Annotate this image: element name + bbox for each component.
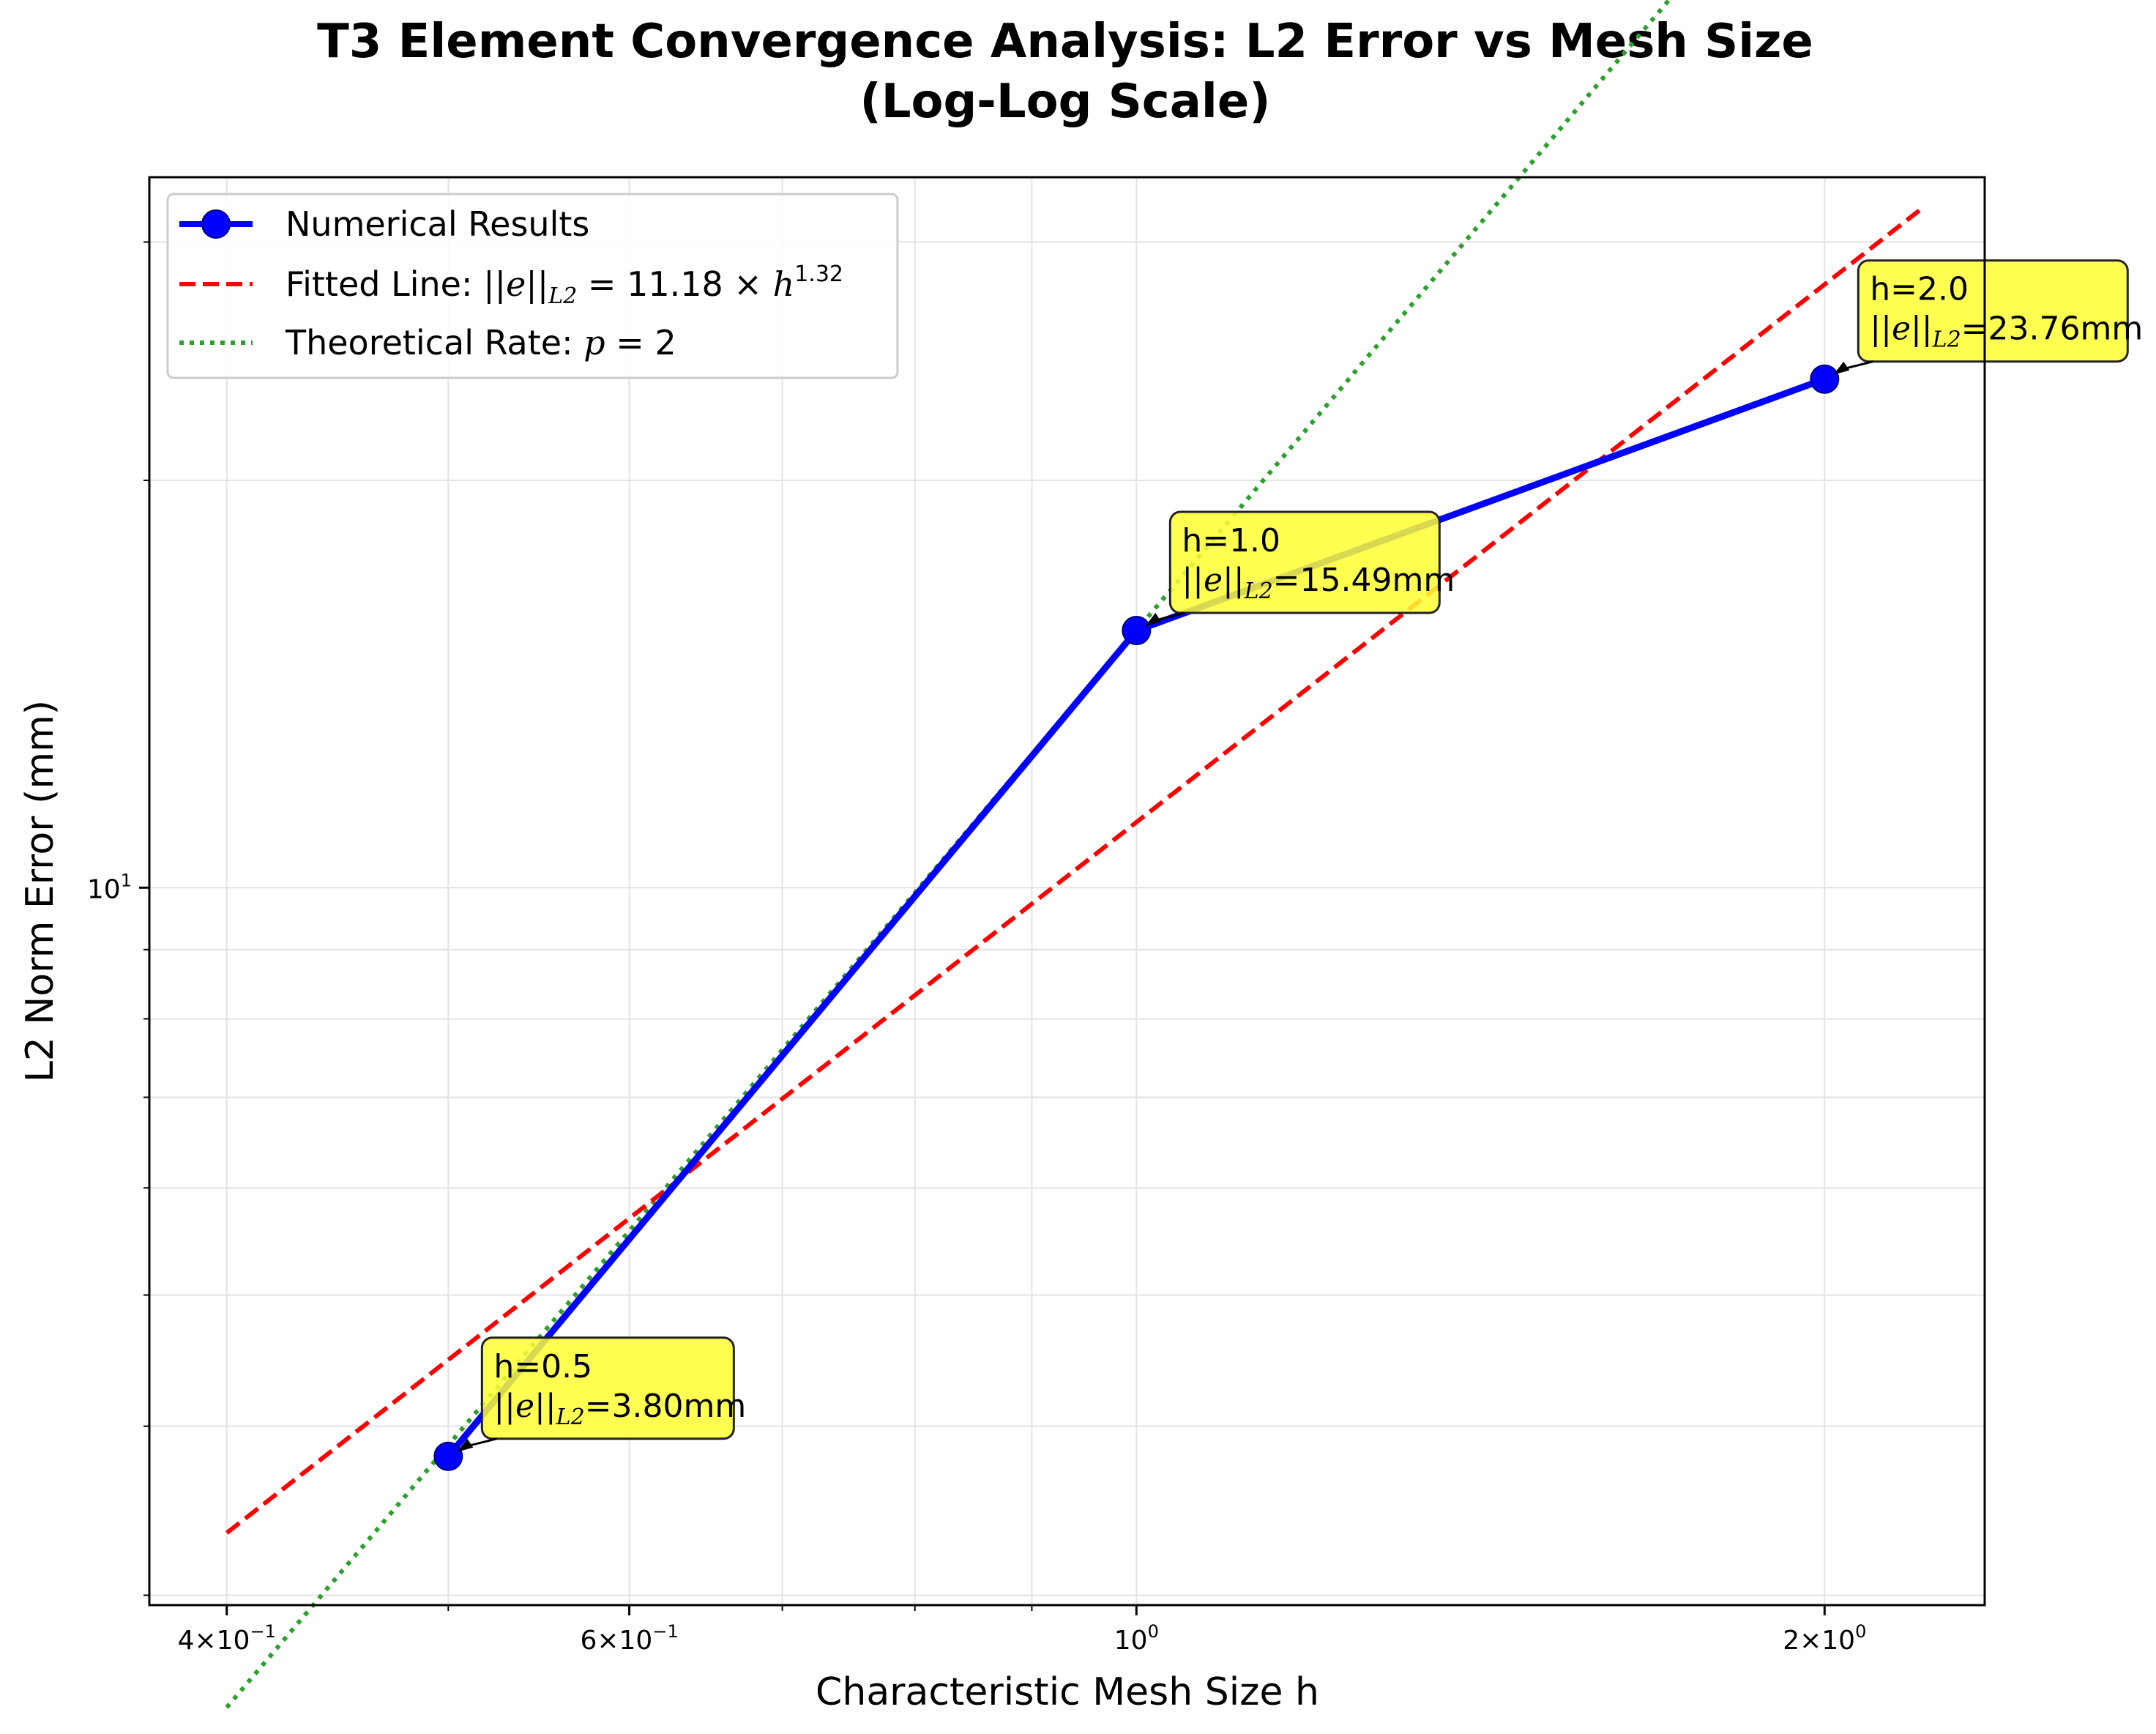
x-tick-label: 6×10−1 (580, 1621, 678, 1656)
legend-label-fitted: Fitted Line: ||e||L2 = 11.18 × h1.32 (286, 261, 843, 309)
theoretical-rate-line (225, 0, 1672, 1709)
annotation-label-error: ||e||L2=3.80mm (493, 1388, 746, 1430)
numerical-results-point (433, 1441, 463, 1471)
legend: Numerical Results Fitted Line: ||e||L2 =… (166, 193, 899, 379)
x-tick-label: 100 (1114, 1621, 1159, 1656)
legend-fitted-norm: ||e|| (483, 264, 548, 304)
legend-label-numerical: Numerical Results (286, 204, 589, 244)
y-tick-label: 101 (87, 870, 132, 904)
annotation-arrowhead (457, 1438, 474, 1452)
annotation-label-h: h=2.0 (1870, 271, 1969, 308)
x-axis-label: Characteristic Mesh Size h (816, 1670, 1319, 1714)
annotation-arrowhead (1833, 361, 1850, 375)
legend-fitted-exp: 1.32 (794, 261, 843, 287)
annotation-arrowhead (1145, 613, 1162, 627)
legend-fitted-prefix: Fitted Line: (286, 264, 483, 304)
annotation-box (480, 1336, 735, 1440)
legend-marker-numerical (201, 209, 231, 239)
legend-theoretical-tail: = 2 (605, 323, 676, 362)
x-tick-label: 4×10−1 (178, 1621, 276, 1656)
x-tick-label: 2×100 (1783, 1621, 1866, 1656)
annotation-label-h: h=0.5 (493, 1348, 592, 1385)
annotation-box (1857, 259, 2129, 363)
legend-fitted-sub: L2 (548, 283, 577, 309)
series-layer (225, 0, 1921, 1709)
legend-fitted-tail: = 11.18 × (577, 264, 772, 304)
chart-title: T3 Element Convergence Analysis: L2 Erro… (317, 15, 1813, 69)
annotation-label-error: ||e||L2=15.49mm (1182, 562, 1455, 604)
plot-frame (148, 176, 1986, 1607)
grid-layer (149, 177, 1985, 1605)
legend-label-theoretical: Theoretical Rate: p = 2 (285, 323, 676, 362)
annotation-box (1168, 510, 1441, 614)
numerical-results-point (1122, 616, 1152, 646)
y-axis-label: L2 Norm Error (mm) (18, 700, 62, 1082)
legend-theoretical-prefix: Theoretical Rate: (285, 323, 583, 362)
legend-theoretical-var: p (583, 323, 605, 362)
annotation-layer: h=0.5||e||L2=3.80mm h=1.0||e||L2=15.49mm h… (457, 259, 2143, 1452)
numerical-results-point (1810, 364, 1840, 394)
legend-fitted-var: h (773, 264, 795, 304)
annotation-label-h: h=1.0 (1182, 522, 1280, 559)
chart-subtitle: (Log-Log Scale) (859, 75, 1270, 129)
legend-box (166, 193, 899, 379)
tick-layer: 4×10−1 6×10−1 100 2×100 101 (87, 241, 1866, 1656)
annotation-label-error: ||e||L2=23.76mm (1870, 310, 2143, 353)
fitted-line (225, 209, 1921, 1535)
